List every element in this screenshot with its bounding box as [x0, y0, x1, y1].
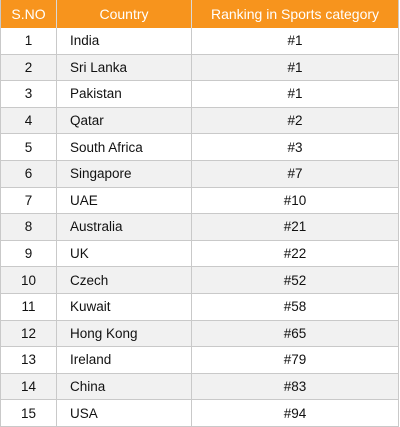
- row-sno: 9: [0, 240, 57, 268]
- row-country: Qatar: [56, 107, 192, 135]
- table-row: 13 Ireland #79: [0, 346, 399, 374]
- row-country: Australia: [56, 213, 192, 241]
- table-row: 8 Australia #21: [0, 213, 399, 241]
- row-country: UAE: [56, 187, 192, 215]
- row-country: India: [56, 28, 192, 55]
- row-rank: #83: [191, 373, 399, 401]
- row-country: USA: [56, 399, 192, 427]
- table-row: 9 UK #22: [0, 240, 399, 268]
- row-rank: #1: [191, 80, 399, 108]
- row-country: UK: [56, 240, 192, 268]
- table-row: 4 Qatar #2: [0, 107, 399, 135]
- table-row: 1 India #1: [0, 28, 399, 55]
- row-rank: #21: [191, 213, 399, 241]
- row-sno: 14: [0, 373, 57, 401]
- table-row: 6 Singapore #7: [0, 160, 399, 188]
- row-country: Sri Lanka: [56, 54, 192, 82]
- table-row: 12 Hong Kong #65: [0, 320, 399, 348]
- table-row: 7 UAE #10: [0, 187, 399, 215]
- row-sno: 4: [0, 107, 57, 135]
- row-country: Ireland: [56, 346, 192, 374]
- table-header-row: S.NO Country Ranking in Sports category: [0, 0, 399, 28]
- row-country: Kuwait: [56, 293, 192, 321]
- row-sno: 7: [0, 187, 57, 215]
- row-sno: 12: [0, 320, 57, 348]
- header-sno: S.NO: [0, 0, 57, 28]
- row-sno: 8: [0, 213, 57, 241]
- row-country: Singapore: [56, 160, 192, 188]
- row-sno: 3: [0, 80, 57, 108]
- table-row: 15 USA #94: [0, 399, 399, 427]
- row-rank: #65: [191, 320, 399, 348]
- row-country: South Africa: [56, 133, 192, 161]
- row-sno: 1: [0, 28, 57, 55]
- row-country: Czech: [56, 266, 192, 294]
- row-sno: 6: [0, 160, 57, 188]
- row-rank: #1: [191, 28, 399, 55]
- table-row: 5 South Africa #3: [0, 133, 399, 161]
- row-sno: 5: [0, 133, 57, 161]
- table-row: 14 China #83: [0, 373, 399, 401]
- row-rank: #94: [191, 399, 399, 427]
- row-sno: 15: [0, 399, 57, 427]
- row-rank: #3: [191, 133, 399, 161]
- row-sno: 11: [0, 293, 57, 321]
- row-country: China: [56, 373, 192, 401]
- row-country: Pakistan: [56, 80, 192, 108]
- row-rank: #22: [191, 240, 399, 268]
- row-rank: #52: [191, 266, 399, 294]
- table-row: 2 Sri Lanka #1: [0, 54, 399, 82]
- table-row: 3 Pakistan #1: [0, 80, 399, 108]
- header-ranking: Ranking in Sports category: [191, 0, 399, 28]
- table-row: 10 Czech #52: [0, 266, 399, 294]
- row-rank: #58: [191, 293, 399, 321]
- header-country: Country: [56, 0, 192, 28]
- row-rank: #2: [191, 107, 399, 135]
- row-rank: #10: [191, 187, 399, 215]
- table-row: 11 Kuwait #58: [0, 293, 399, 321]
- row-country: Hong Kong: [56, 320, 192, 348]
- row-rank: #79: [191, 346, 399, 374]
- table-body: 1 India #1 2 Sri Lanka #1 3 Pakistan #1 4 Qatar #2 5…: [0, 28, 399, 427]
- row-sno: 13: [0, 346, 57, 374]
- row-rank: #1: [191, 54, 399, 82]
- row-sno: 10: [0, 266, 57, 294]
- row-sno: 2: [0, 54, 57, 82]
- row-rank: #7: [191, 160, 399, 188]
